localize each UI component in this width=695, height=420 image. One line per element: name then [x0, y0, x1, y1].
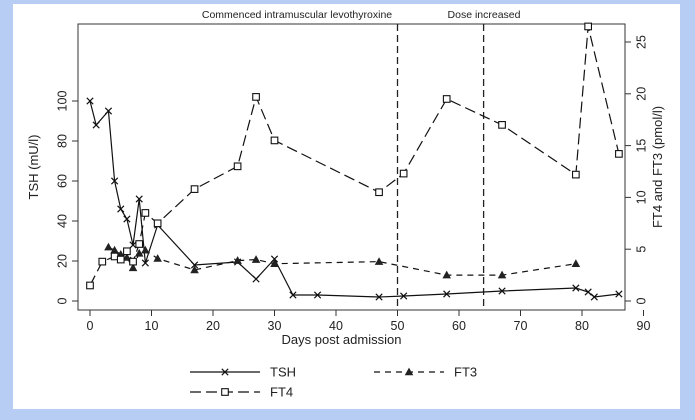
- data-point-tsh: [104, 107, 113, 115]
- y-left-tick-label: 60: [55, 174, 69, 188]
- data-point-ft4: [375, 188, 383, 197]
- data-point-ft3: [374, 257, 384, 265]
- data-point-ft4: [399, 169, 408, 178]
- data-point-tsh: [135, 195, 143, 203]
- data-point-tsh: [313, 291, 322, 299]
- y-left-tick-label: 40: [55, 214, 69, 228]
- x-axis-title: Days post admission: [282, 332, 402, 347]
- legend-label-tsh: TSH: [270, 365, 296, 380]
- data-point-ft4: [252, 93, 260, 101]
- data-point-ft4: [442, 95, 451, 103]
- data-point-ft4: [233, 162, 242, 171]
- x-tick-label: 10: [145, 319, 159, 333]
- series-line-ft3: [108, 246, 576, 276]
- x-tick-label: 60: [452, 319, 466, 333]
- data-point-tsh: [572, 284, 580, 292]
- y-left-tick-label: 100: [55, 91, 69, 112]
- legend-marker-tsh: [221, 368, 229, 376]
- data-point-tsh: [123, 215, 131, 223]
- data-point-ft4: [86, 281, 94, 290]
- data-point-tsh: [289, 291, 297, 299]
- y-right-tick-label: 25: [634, 35, 648, 49]
- data-point-ft3: [128, 263, 138, 272]
- data-point-ft4: [498, 121, 506, 129]
- legend-marker-ft3: [404, 367, 414, 376]
- y-left-axis-title: TSH (mU/l): [26, 135, 41, 200]
- legend-marker-ft4: [221, 388, 229, 396]
- data-point-tsh: [252, 275, 260, 283]
- data-point-tsh: [615, 290, 623, 298]
- data-point-ft4: [190, 185, 199, 193]
- y-left-tick-label: 80: [55, 134, 69, 148]
- data-point-ft3: [270, 259, 279, 267]
- y-right-axis-title: FT4 and FT3 (pmol/l): [650, 106, 665, 228]
- data-point-tsh: [375, 293, 383, 301]
- y-right-tick-label: 10: [634, 190, 648, 204]
- x-tick-label: 0: [87, 319, 94, 333]
- data-point-tsh: [190, 261, 199, 269]
- data-point-tsh: [270, 255, 279, 263]
- data-point-ft3: [104, 242, 113, 251]
- y-right-tick-label: 5: [634, 246, 648, 253]
- data-point-ft3: [141, 245, 150, 254]
- plot-area: [77, 23, 626, 311]
- data-point-ft4: [98, 257, 107, 266]
- y-left-tick-label: 20: [55, 254, 69, 268]
- legend-label-ft3: FT3: [454, 365, 477, 380]
- y-right-tick-label: 15: [634, 139, 648, 153]
- data-point-tsh: [498, 287, 506, 295]
- y-left-tick-label: 0: [55, 297, 69, 304]
- data-point-ft3: [134, 248, 144, 257]
- x-tick-label: 70: [514, 319, 528, 333]
- data-point-ft4: [141, 209, 150, 217]
- annotation-label: Commenced intramuscular levothyroxine: [202, 9, 392, 21]
- data-point-ft4: [571, 170, 580, 179]
- data-point-tsh: [443, 290, 451, 298]
- y-right-tick-label: 0: [634, 297, 648, 304]
- data-point-tsh: [584, 288, 592, 296]
- data-point-tsh: [110, 177, 119, 185]
- x-tick-label: 90: [637, 319, 651, 333]
- figure-frame: [13, 4, 680, 409]
- data-point-tsh: [129, 241, 137, 249]
- x-tick-label: 20: [206, 319, 220, 333]
- data-point-ft3: [442, 270, 451, 279]
- data-point-ft3: [122, 253, 132, 261]
- data-point-ft4: [129, 257, 137, 266]
- x-tick-label: 30: [268, 319, 282, 333]
- data-point-tsh: [590, 293, 598, 301]
- data-point-ft3: [190, 265, 199, 274]
- data-point-ft4: [615, 150, 623, 158]
- data-point-ft4: [584, 22, 592, 31]
- data-point-tsh: [92, 121, 100, 129]
- data-point-ft4: [153, 219, 162, 228]
- data-point-ft3: [153, 254, 162, 262]
- data-point-ft4: [116, 255, 125, 264]
- data-point-ft4: [135, 240, 144, 248]
- series-line-ft4: [89, 26, 620, 286]
- data-point-ft3: [497, 270, 507, 279]
- data-point-tsh: [86, 97, 94, 105]
- data-point-ft4: [270, 136, 279, 145]
- x-tick-label: 80: [575, 319, 589, 333]
- data-point-ft3: [251, 255, 261, 263]
- data-point-tsh: [117, 205, 125, 213]
- data-point-ft3: [571, 259, 581, 267]
- y-right-tick-label: 20: [634, 87, 648, 101]
- legend-label-ft4: FT4: [270, 385, 293, 400]
- data-point-tsh: [400, 292, 408, 300]
- data-point-tsh: [141, 259, 149, 267]
- series-line-tsh: [89, 100, 619, 298]
- annotation-label: Dose increased: [448, 9, 521, 21]
- data-point-ft3: [233, 256, 242, 264]
- x-tick-label: 50: [391, 319, 405, 333]
- data-point-ft4: [123, 247, 131, 256]
- x-tick-label: 40: [329, 319, 343, 333]
